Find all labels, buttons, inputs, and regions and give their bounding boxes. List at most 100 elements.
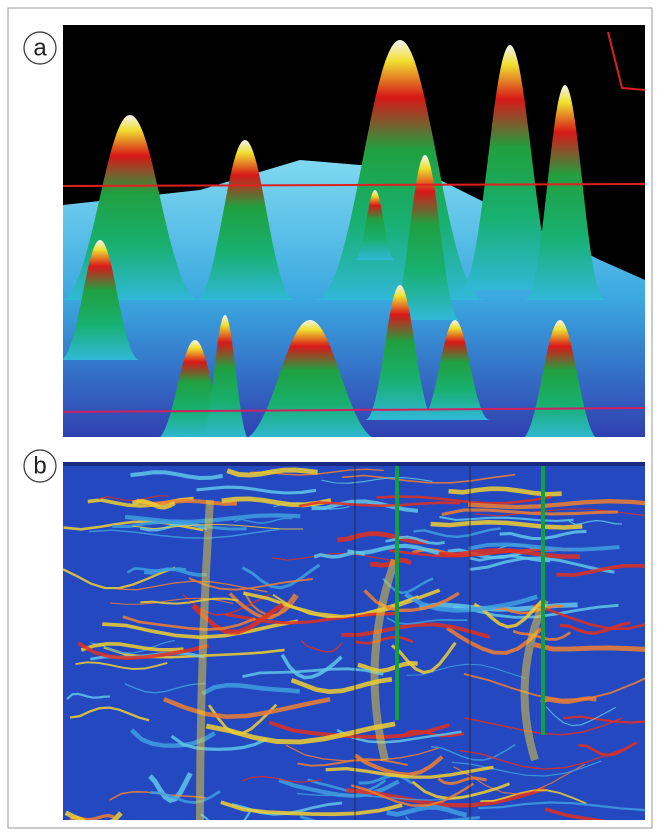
reflector [80, 641, 184, 652]
reflector [272, 593, 419, 619]
panel-label: b [33, 453, 46, 480]
panel-a-image [63, 25, 645, 437]
reflector [386, 616, 468, 625]
reflector [438, 548, 581, 559]
reflector [150, 790, 221, 804]
label-circle [23, 449, 57, 483]
reflector [404, 592, 538, 613]
reflector [298, 501, 460, 508]
peak [390, 155, 460, 320]
reflector [446, 626, 543, 655]
peak [460, 45, 560, 290]
reflector [354, 635, 414, 645]
peak [248, 320, 372, 437]
reflector [143, 567, 207, 577]
peaks [63, 40, 605, 437]
reflector [350, 782, 475, 807]
reflector [130, 470, 224, 481]
section-line [63, 183, 645, 187]
peak [195, 140, 295, 300]
reflector [386, 805, 468, 818]
reflector [357, 661, 418, 674]
reflector [300, 640, 343, 653]
reflector [353, 753, 444, 777]
reflector [77, 641, 209, 661]
reflector [140, 597, 239, 605]
reflector [132, 499, 176, 510]
reflector [533, 642, 645, 652]
label-circle [23, 31, 57, 65]
reflector [337, 531, 428, 545]
reflector [413, 527, 501, 539]
panel-b-image [63, 462, 645, 820]
reflector [568, 519, 623, 526]
reflector [132, 523, 304, 530]
reflector [75, 661, 168, 670]
peak [420, 320, 490, 420]
fault-zone [370, 558, 399, 761]
peak [315, 40, 485, 300]
reflector [163, 697, 331, 719]
reflector [89, 639, 175, 654]
reflector [376, 495, 552, 505]
reflector [430, 743, 516, 761]
reflector [545, 706, 617, 727]
reflector [271, 553, 394, 561]
reflector [201, 682, 301, 696]
reflector [451, 760, 602, 777]
reflector [358, 774, 413, 785]
reflector [441, 508, 619, 517]
reflector [325, 765, 494, 779]
reflector [122, 615, 256, 631]
corner-mark [607, 31, 645, 91]
reflector [540, 696, 597, 705]
reflector [226, 467, 318, 478]
reflector [453, 763, 586, 795]
reflectors [63, 467, 645, 820]
reflector [430, 520, 583, 530]
reflector [533, 603, 645, 631]
reflector [468, 554, 551, 563]
reflector [459, 747, 628, 770]
reflector [196, 485, 317, 495]
reflector [205, 721, 396, 745]
reflector [321, 477, 433, 484]
reflector [63, 566, 176, 590]
reflector [148, 772, 193, 804]
fault-zone [196, 499, 214, 820]
reflector [241, 563, 321, 590]
peak [355, 190, 395, 260]
reflector [124, 682, 206, 694]
section-line [63, 407, 645, 413]
peak [63, 240, 140, 360]
reflector [69, 706, 150, 722]
reflector [88, 528, 280, 539]
reflector [382, 577, 434, 595]
reflector [478, 801, 645, 812]
reflector [242, 667, 384, 678]
reflector [411, 780, 511, 800]
reflector [341, 622, 491, 639]
reflector [64, 810, 123, 820]
reflector [544, 807, 608, 820]
reflector [559, 621, 631, 635]
reflector [188, 577, 313, 591]
reflector [268, 720, 450, 739]
reflector [342, 473, 516, 484]
reflector [390, 641, 457, 675]
reflector [473, 600, 543, 629]
reflector [241, 775, 322, 783]
frame [7, 7, 653, 829]
reflector [439, 515, 574, 522]
reflector [556, 563, 645, 577]
peak [525, 85, 605, 300]
reflector [336, 728, 462, 744]
reflector [233, 517, 293, 524]
peak [365, 285, 435, 420]
reflector [313, 550, 366, 559]
background [63, 462, 645, 820]
reflector [311, 499, 419, 513]
reflector [220, 800, 403, 817]
